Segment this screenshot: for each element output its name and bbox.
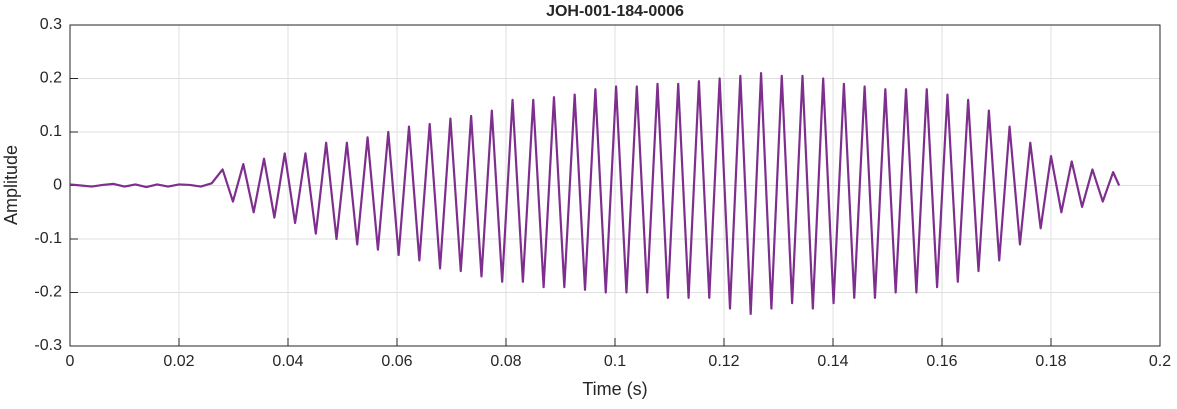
x-tick-label: 0.04 bbox=[272, 353, 303, 370]
y-tick-label: -0.2 bbox=[34, 284, 62, 301]
y-axis-label: Amplitude bbox=[1, 145, 21, 225]
x-tick-label: 0.02 bbox=[163, 353, 194, 370]
y-tick-label: 0 bbox=[53, 177, 62, 194]
x-tick-label: 0 bbox=[66, 353, 75, 370]
x-tick-label: 0.14 bbox=[817, 353, 848, 370]
x-axis-label: Time (s) bbox=[582, 379, 647, 399]
chart-title: JOH-001-184-0006 bbox=[546, 3, 684, 20]
x-tick-label: 0.18 bbox=[1035, 353, 1066, 370]
y-tick-label: 0.1 bbox=[40, 123, 62, 140]
y-tick-label: 0.3 bbox=[40, 16, 62, 33]
x-tick-label: 0.1 bbox=[604, 353, 626, 370]
y-tick-label: 0.2 bbox=[40, 70, 62, 87]
x-tick-label: 0.06 bbox=[381, 353, 412, 370]
x-tick-label: 0.16 bbox=[926, 353, 957, 370]
x-tick-label: 0.12 bbox=[708, 353, 739, 370]
x-tick-label: 0.08 bbox=[490, 353, 521, 370]
y-tick-label: -0.3 bbox=[34, 337, 62, 354]
waveform bbox=[69, 72, 1121, 315]
y-tick-label: -0.1 bbox=[34, 230, 62, 247]
x-tick-label: 0.2 bbox=[1149, 353, 1171, 370]
